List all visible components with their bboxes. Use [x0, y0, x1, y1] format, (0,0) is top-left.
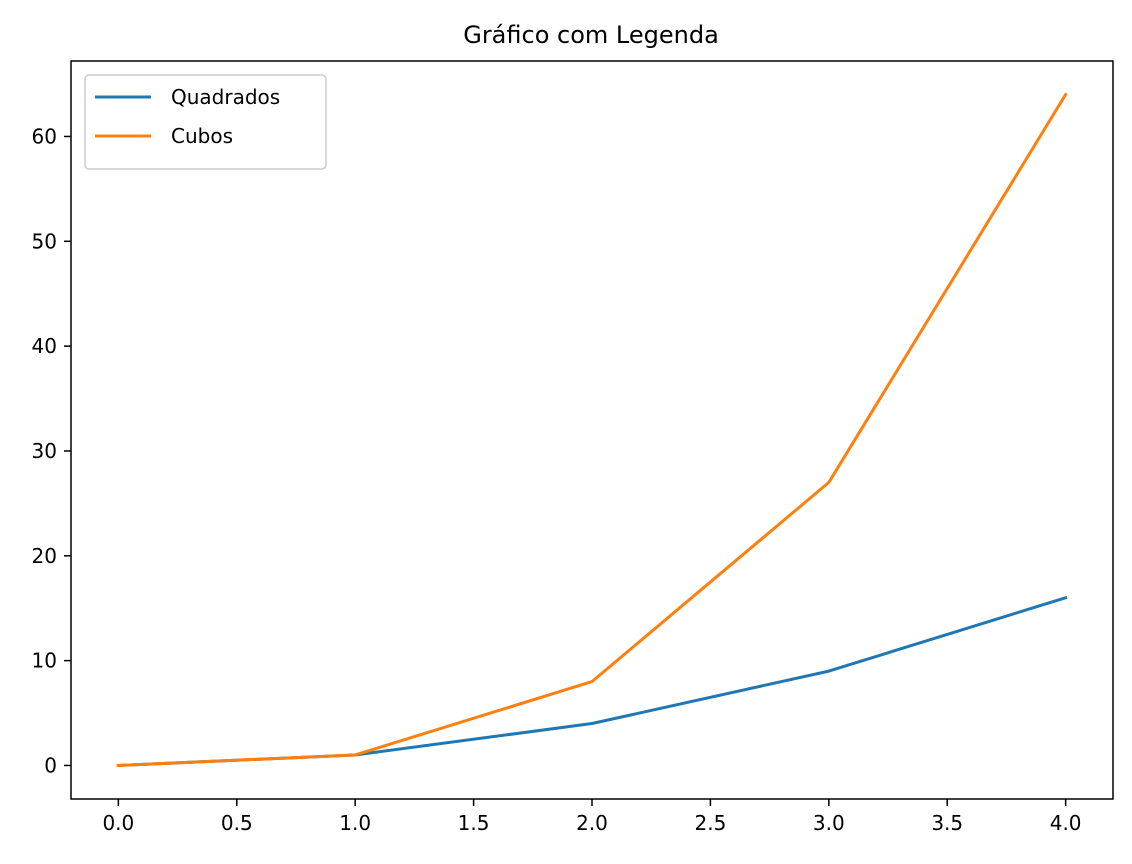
plot-area-frame	[70, 60, 1114, 800]
x-tick-label: 0.5	[221, 811, 253, 835]
legend-label-quadrados: Quadrados	[171, 85, 280, 109]
x-tick-label: 3.5	[931, 811, 963, 835]
x-axis-ticks: 0.0 0.5 1.0 1.5 2.0 2.5 3.0 3.5 4.0	[102, 799, 1082, 835]
series-lines	[116, 92, 1068, 768]
y-tick-label: 10	[32, 649, 57, 673]
y-tick-label: 60	[32, 124, 57, 148]
x-tick-label: 4.0	[1050, 811, 1082, 835]
x-tick-label: 0.0	[102, 811, 134, 835]
legend-label-cubos: Cubos	[171, 124, 233, 148]
x-tick-label: 2.0	[576, 811, 608, 835]
chart-title: Gráfico com Legenda	[463, 21, 719, 49]
x-tick-label: 2.5	[695, 811, 727, 835]
x-tick-label: 3.0	[813, 811, 845, 835]
y-tick-label: 0	[44, 753, 57, 777]
y-tick-label: 30	[32, 439, 57, 463]
x-tick-label: 1.0	[339, 811, 371, 835]
y-tick-label: 50	[32, 229, 57, 253]
y-tick-label: 20	[32, 544, 57, 568]
y-tick-label: 40	[32, 334, 57, 358]
x-tick-label: 1.5	[458, 811, 490, 835]
legend: Quadrados Cubos	[84, 74, 327, 170]
y-axis-ticks: 0 10 20 30 40 50 60	[32, 124, 71, 777]
series-line-cubos	[116, 92, 1068, 768]
